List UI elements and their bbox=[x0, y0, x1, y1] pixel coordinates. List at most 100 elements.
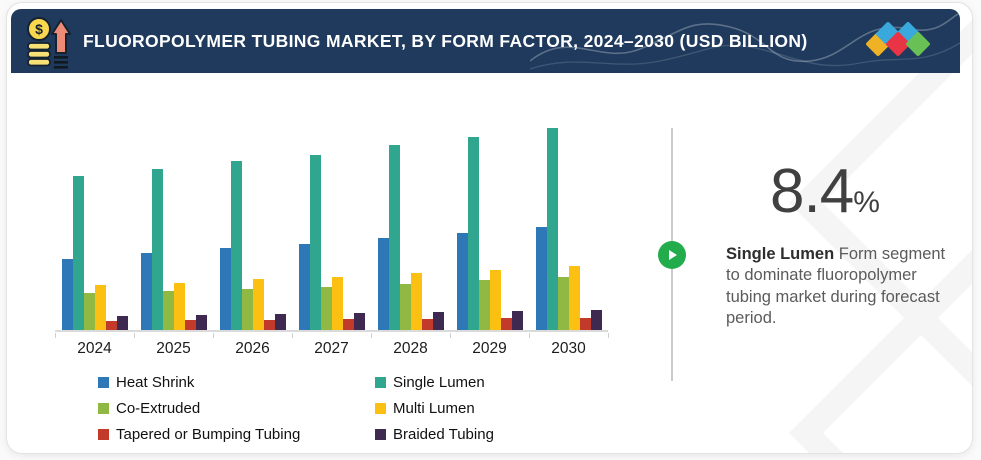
bar-tapered-or-bumping-tubing bbox=[342, 319, 354, 330]
legend-label: Single Lumen bbox=[393, 374, 485, 391]
bar-co-extruded bbox=[162, 291, 174, 330]
play-icon bbox=[669, 250, 677, 260]
x-axis-label: 2030 bbox=[551, 340, 586, 357]
bar-heat-shrink bbox=[61, 259, 73, 330]
stat-value: 8.4 bbox=[770, 157, 854, 226]
bar-co-extruded bbox=[241, 289, 253, 330]
legend-label: Multi Lumen bbox=[393, 400, 475, 417]
bar-braided-tubing bbox=[195, 315, 207, 330]
legend-item-braided-tubing: Braided Tubing bbox=[375, 426, 494, 443]
legend-item-co-extruded: Co-Extruded bbox=[98, 400, 375, 417]
legend-swatch bbox=[375, 403, 386, 414]
legend-swatch bbox=[98, 429, 109, 440]
bar-group-2029 bbox=[450, 109, 529, 330]
x-axis-label: 2028 bbox=[393, 340, 428, 357]
bar-braided-tubing bbox=[116, 316, 128, 330]
plot-area bbox=[55, 109, 608, 332]
stat-unit: % bbox=[853, 186, 880, 219]
x-axis-label: 2024 bbox=[77, 340, 112, 357]
bar-single-lumen bbox=[230, 161, 242, 330]
axis-tick bbox=[529, 333, 530, 338]
axis-tick bbox=[608, 333, 609, 338]
bar-heat-shrink bbox=[140, 253, 152, 330]
brand-diamonds-logo bbox=[865, 20, 938, 62]
x-axis-label: 2029 bbox=[472, 340, 507, 357]
bar-multi-lumen bbox=[489, 270, 501, 330]
axis-tick bbox=[55, 333, 56, 338]
axis-tick bbox=[213, 333, 214, 338]
svg-text:$: $ bbox=[35, 21, 43, 37]
bar-multi-lumen bbox=[331, 277, 343, 330]
bar-co-extruded bbox=[320, 287, 332, 330]
legend-label: Braided Tubing bbox=[393, 426, 494, 443]
bar-heat-shrink bbox=[535, 227, 547, 330]
bar-single-lumen bbox=[309, 155, 321, 330]
bar-single-lumen bbox=[546, 128, 558, 330]
axis-tick bbox=[134, 333, 135, 338]
bar-group-2025 bbox=[134, 109, 213, 330]
bar-braided-tubing bbox=[590, 310, 602, 330]
bar-group-2024 bbox=[55, 109, 134, 330]
insight-description: Single Lumen Form segment to dominate fl… bbox=[726, 244, 954, 330]
legend-swatch bbox=[98, 403, 109, 414]
legend-label: Tapered or Bumping Tubing bbox=[116, 426, 301, 443]
x-axis-label: 2025 bbox=[156, 340, 191, 357]
insight-highlight: Single Lumen bbox=[726, 245, 835, 263]
bar-braided-tubing bbox=[432, 312, 444, 330]
play-button[interactable] bbox=[658, 241, 686, 269]
legend-swatch bbox=[375, 377, 386, 388]
insight-text: Form segment to dominate fluoropolymer t… bbox=[726, 245, 946, 328]
legend-label: Co-Extruded bbox=[116, 400, 201, 417]
bar-tapered-or-bumping-tubing bbox=[105, 321, 117, 330]
bar-single-lumen bbox=[72, 176, 84, 330]
bar-tapered-or-bumping-tubing bbox=[263, 320, 275, 330]
bar-group-2027 bbox=[292, 109, 371, 330]
legend-item-tapered-or-bumping-tubing: Tapered or Bumping Tubing bbox=[98, 426, 375, 443]
stat-figure: 8.4% bbox=[707, 161, 943, 223]
x-axis bbox=[55, 333, 609, 338]
axis-tick bbox=[371, 333, 372, 338]
bar-multi-lumen bbox=[410, 273, 422, 330]
bar-group-2026 bbox=[213, 109, 292, 330]
bar-group-2028 bbox=[371, 109, 450, 330]
bar-tapered-or-bumping-tubing bbox=[184, 320, 196, 330]
bar-co-extruded bbox=[399, 284, 411, 330]
bar-braided-tubing bbox=[353, 313, 365, 330]
x-axis-labels: 2024 2025 2026 2027 2028 2029 2030 bbox=[55, 340, 608, 358]
chart-legend: Heat Shrink Single Lumen Co-Extruded Multi … bbox=[98, 374, 494, 443]
x-axis-label: 2027 bbox=[314, 340, 349, 357]
x-axis-label: 2026 bbox=[235, 340, 270, 357]
bar-group-2030 bbox=[529, 109, 608, 330]
bar-multi-lumen bbox=[173, 283, 185, 330]
legend-label: Heat Shrink bbox=[116, 374, 195, 391]
bar-multi-lumen bbox=[252, 279, 264, 330]
bar-heat-shrink bbox=[377, 238, 389, 330]
bar-single-lumen bbox=[151, 169, 163, 330]
bar-tapered-or-bumping-tubing bbox=[579, 318, 591, 330]
axis-tick bbox=[292, 333, 293, 338]
bar-heat-shrink bbox=[219, 248, 231, 330]
legend-item-multi-lumen: Multi Lumen bbox=[375, 400, 494, 417]
bar-heat-shrink bbox=[456, 233, 468, 330]
bar-co-extruded bbox=[478, 280, 490, 330]
legend-item-heat-shrink: Heat Shrink bbox=[98, 374, 375, 391]
bar-co-extruded bbox=[83, 293, 95, 330]
legend-swatch bbox=[375, 429, 386, 440]
bar-heat-shrink bbox=[298, 244, 310, 330]
page-title: FLUOROPOLYMER TUBING MARKET, BY FORM FAC… bbox=[83, 30, 808, 51]
bar-single-lumen bbox=[388, 145, 400, 330]
header-bar: $ FLUOROPOLYMER TUBING MARKET, BY FORM F… bbox=[11, 9, 960, 73]
money-growth-icon: $ bbox=[27, 17, 71, 69]
infographic-card: $ FLUOROPOLYMER TUBING MARKET, BY FORM F… bbox=[6, 2, 973, 454]
bar-braided-tubing bbox=[274, 314, 286, 330]
bar-tapered-or-bumping-tubing bbox=[500, 318, 512, 330]
legend-item-single-lumen: Single Lumen bbox=[375, 374, 494, 391]
bar-braided-tubing bbox=[511, 311, 523, 330]
axis-tick bbox=[450, 333, 451, 338]
bar-multi-lumen bbox=[568, 266, 580, 330]
bar-single-lumen bbox=[467, 137, 479, 330]
legend-swatch bbox=[98, 377, 109, 388]
bar-co-extruded bbox=[557, 277, 569, 330]
bar-multi-lumen bbox=[94, 285, 106, 330]
bar-tapered-or-bumping-tubing bbox=[421, 319, 433, 330]
